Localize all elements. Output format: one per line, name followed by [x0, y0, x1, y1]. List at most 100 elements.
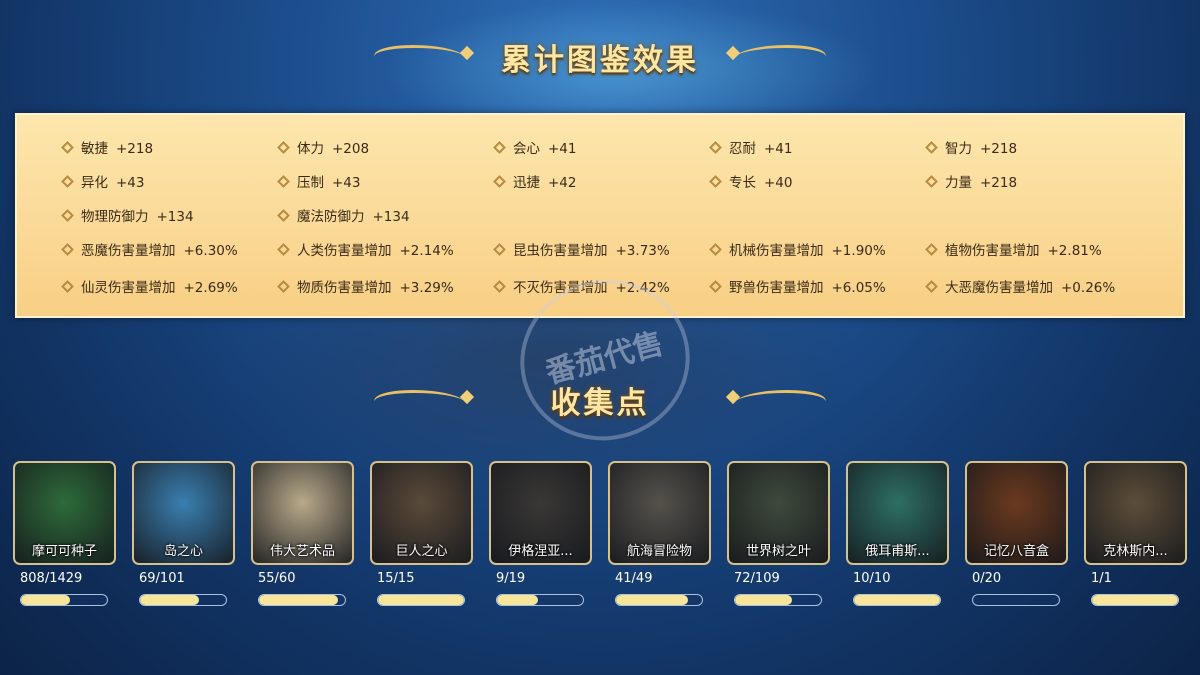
progress-bar: [972, 594, 1060, 606]
page-title: 累计图鉴效果: [501, 43, 699, 78]
card-count: 69/101: [139, 571, 185, 586]
progress-bar: [139, 594, 227, 606]
stat-name: 植物伤害量增加: [945, 243, 1040, 259]
stat-value: +218: [980, 141, 1018, 157]
stat-item: 智力 +218: [925, 137, 1018, 157]
stat-item: 专长 +40: [709, 171, 793, 191]
collection-card[interactable]: 俄耳甫斯...: [846, 461, 949, 565]
card-name: 俄耳甫斯...: [865, 544, 930, 559]
stat-item: 敏捷 +218: [61, 137, 153, 157]
stat-name: 会心: [513, 141, 540, 157]
stat-value: +3.73%: [615, 243, 670, 259]
collection-card[interactable]: 岛之心: [132, 461, 235, 565]
progress-fill: [616, 595, 688, 605]
diamond-icon: [709, 141, 722, 154]
stat-name: 魔法防御力: [297, 209, 365, 225]
progress-fill: [1092, 595, 1178, 605]
progress-bar: [615, 594, 703, 606]
collection-card[interactable]: 伟大艺术品: [251, 461, 354, 565]
stat-value: +3.29%: [399, 280, 454, 296]
stat-name: 压制: [297, 175, 324, 191]
stat-name: 智力: [945, 141, 972, 157]
diamond-icon: [925, 141, 938, 154]
stat-name: 专长: [729, 175, 756, 191]
card-name: 摩可可种子: [31, 544, 97, 559]
stat-value: +40: [764, 175, 793, 191]
progress-bar: [377, 594, 465, 606]
stat-value: +43: [332, 175, 361, 191]
stat-value: +6.05%: [831, 280, 886, 296]
stat-value: +2.81%: [1047, 243, 1102, 259]
progress-bar: [853, 594, 941, 606]
progress-fill: [378, 595, 464, 605]
stat-name: 物质伤害量增加: [297, 280, 392, 296]
diamond-icon: [61, 175, 74, 188]
card-name: 克林斯内...: [1103, 544, 1168, 559]
progress-fill: [140, 595, 199, 605]
card-name: 岛之心: [163, 544, 203, 559]
diamond-icon: [277, 175, 290, 188]
stat-name: 物理防御力: [81, 209, 149, 225]
card-count: 72/109: [734, 571, 780, 586]
stat-item: 会心 +41: [493, 137, 577, 157]
collection-card[interactable]: 摩可可种子: [13, 461, 116, 565]
card-count: 15/15: [377, 571, 415, 586]
stat-name: 异化: [81, 175, 108, 191]
stat-name: 不灭伤害量增加: [513, 280, 608, 296]
progress-fill: [735, 595, 792, 605]
stat-value: +2.69%: [183, 280, 238, 296]
diamond-icon: [61, 243, 74, 256]
collection-card[interactable]: 世界树之叶: [727, 461, 830, 565]
stat-item: 压制 +43: [277, 171, 361, 191]
stat-value: +208: [332, 141, 370, 157]
card-count: 9/19: [496, 571, 526, 586]
stat-item: 体力 +208: [277, 137, 370, 157]
collection-card[interactable]: 克林斯内...: [1084, 461, 1187, 565]
collection-card[interactable]: 记忆八音盒: [965, 461, 1068, 565]
stat-value: +41: [764, 141, 793, 157]
card-count: 41/49: [615, 571, 653, 586]
stat-value: +218: [980, 175, 1018, 191]
stat-name: 迅捷: [513, 175, 540, 191]
stat-item: 魔法防御力 +134: [277, 205, 410, 225]
diamond-icon: [61, 280, 74, 293]
stat-name: 忍耐: [729, 141, 756, 157]
stat-value: +1.90%: [831, 243, 886, 259]
diamond-icon: [925, 175, 938, 188]
collection-card[interactable]: 航海冒险物: [608, 461, 711, 565]
progress-bar: [1091, 594, 1179, 606]
stat-item: 力量 +218: [925, 171, 1018, 191]
stat-name: 野兽伤害量增加: [729, 280, 824, 296]
collection-card[interactable]: 巨人之心: [370, 461, 473, 565]
card-count: 808/1429: [20, 571, 83, 586]
stat-item: 大恶魔伤害量增加 +0.26%: [925, 276, 1116, 296]
stat-value: +2.42%: [615, 280, 670, 296]
diamond-icon: [493, 280, 506, 293]
diamond-icon: [277, 209, 290, 222]
card-name: 世界树之叶: [745, 544, 811, 559]
stat-item: 仙灵伤害量增加 +2.69%: [61, 276, 238, 296]
progress-fill: [21, 595, 70, 605]
stat-value: +134: [156, 209, 194, 225]
stat-name: 机械伤害量增加: [729, 243, 824, 259]
section-title: 收集点: [550, 386, 650, 421]
progress-fill: [259, 595, 338, 605]
stat-item: 迅捷 +42: [493, 171, 577, 191]
stat-item: 昆虫伤害量增加 +3.73%: [493, 239, 670, 259]
diamond-icon: [925, 280, 938, 293]
diamond-icon: [61, 141, 74, 154]
card-name: 巨人之心: [395, 544, 448, 559]
stat-name: 敏捷: [81, 141, 108, 157]
progress-bar: [20, 594, 108, 606]
stat-item: 忍耐 +41: [709, 137, 793, 157]
stat-item: 人类伤害量增加 +2.14%: [277, 239, 454, 259]
collection-card[interactable]: 伊格涅亚...: [489, 461, 592, 565]
card-count: 10/10: [853, 571, 891, 586]
card-count: 1/1: [1091, 571, 1112, 586]
diamond-icon: [277, 243, 290, 256]
stat-item: 物质伤害量增加 +3.29%: [277, 276, 454, 296]
stat-name: 仙灵伤害量增加: [81, 280, 176, 296]
stat-item: 异化 +43: [61, 171, 145, 191]
diamond-icon: [709, 243, 722, 256]
stat-value: +0.26%: [1061, 280, 1116, 296]
